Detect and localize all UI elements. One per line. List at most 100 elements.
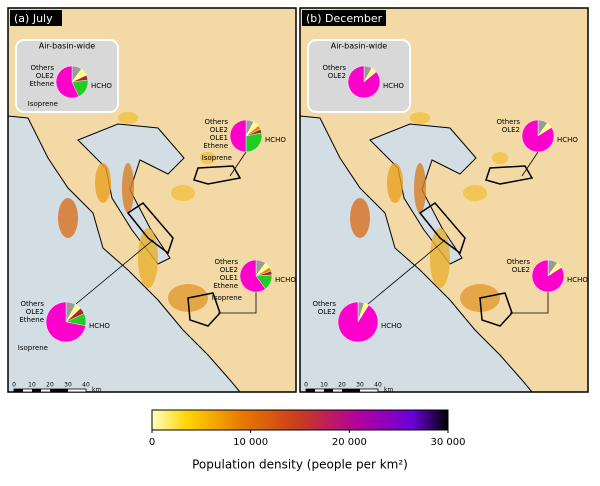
- slice-label: OLE2: [318, 308, 336, 316]
- slice-label: OLE2: [36, 72, 54, 80]
- slice-label: OLE2: [220, 266, 238, 274]
- urban-area: [387, 163, 403, 203]
- slice-label: OLE2: [512, 266, 530, 274]
- pie-slice: [229, 119, 247, 153]
- region-outline: [193, 165, 242, 185]
- pie-slice: [239, 259, 266, 293]
- panel-title: (a) July: [14, 12, 53, 25]
- slice-label: Others: [204, 118, 228, 126]
- colorbar-tick-label: 30 000: [431, 437, 466, 448]
- urban-area: [410, 112, 430, 124]
- scale-unit: km: [384, 387, 393, 394]
- slice-label: Others: [214, 258, 238, 266]
- urban-area: [118, 112, 138, 124]
- leader-line: [510, 292, 549, 314]
- slice-label: Others: [506, 258, 530, 266]
- slice-label: HCHO: [89, 322, 110, 330]
- region-outline: [418, 202, 466, 255]
- scale-bar-segment: [14, 389, 23, 392]
- region-outline: [485, 165, 534, 185]
- slice-label: OLE1: [210, 134, 228, 142]
- scale-bar-segment: [32, 389, 41, 392]
- slice-label: Others: [312, 300, 336, 308]
- pie-slice: [245, 132, 263, 153]
- panel-frame: [299, 7, 589, 393]
- slice-label: OLE2: [26, 308, 44, 316]
- slice-label: HCHO: [381, 322, 402, 330]
- slice-label: Isoprene: [18, 344, 48, 352]
- slice-label: Ethene: [29, 80, 54, 88]
- map-panel: Air-basin-wide(a) JulyOthersOLE2EtheneIs…: [7, 7, 297, 394]
- slice-label: Others: [20, 300, 44, 308]
- urban-area: [95, 163, 111, 203]
- scale-tick: 40: [82, 382, 90, 389]
- leader-line: [75, 239, 154, 305]
- colorbar-label: Population density (people per km²): [192, 458, 408, 472]
- slice-label: Others: [496, 118, 520, 126]
- urban-area: [492, 152, 508, 164]
- scale-bar-segment: [342, 389, 360, 392]
- slice-label: Isoprene: [202, 154, 232, 162]
- slice-label: Isoprene: [212, 294, 242, 302]
- urban-area: [138, 228, 158, 288]
- region-outline: [479, 292, 513, 327]
- slice-label: OLE2: [210, 126, 228, 134]
- scale-tick: 0: [12, 382, 16, 389]
- leader-line: [218, 292, 257, 314]
- pie-slice: [337, 301, 379, 343]
- scale-tick: 20: [338, 382, 346, 389]
- title-bg: [10, 10, 62, 26]
- panel-title: (b) December: [306, 12, 383, 25]
- scale-tick: 10: [320, 382, 328, 389]
- slice-label: Isoprene: [28, 100, 58, 108]
- slice-label: Ethene: [213, 282, 238, 290]
- slice-label: HCHO: [567, 276, 588, 284]
- panel-frame: [7, 7, 297, 393]
- pie-slice: [45, 301, 86, 343]
- scale-bar-segment: [50, 389, 68, 392]
- urban-area: [430, 228, 450, 288]
- colorbar-tick-label: 20 000: [332, 437, 367, 448]
- slice-label: Others: [30, 64, 54, 72]
- slice-label: OLE2: [328, 72, 346, 80]
- scale-tick: 20: [46, 382, 54, 389]
- slice-label: OLE1: [220, 274, 238, 282]
- urban-area: [200, 152, 216, 164]
- colorbar-tick-label: 10 000: [233, 437, 268, 448]
- urban-area: [463, 185, 487, 201]
- scale-bar-segment: [324, 389, 333, 392]
- slice-label: HCHO: [383, 82, 404, 90]
- leader-line: [521, 151, 539, 177]
- urban-area: [350, 198, 370, 238]
- pie-slice: [347, 65, 381, 99]
- leader-line: [367, 239, 446, 305]
- scale-tick: 10: [28, 382, 36, 389]
- leader-line: [229, 151, 247, 177]
- urban-area: [171, 185, 195, 201]
- scale-unit: km: [92, 387, 101, 394]
- slice-label: Ethene: [19, 316, 44, 324]
- pie-slice: [55, 65, 80, 99]
- slice-label: HCHO: [91, 82, 112, 90]
- scale-tick: 30: [64, 382, 72, 389]
- colorbar: [151, 409, 449, 431]
- slice-label: HCHO: [265, 136, 286, 144]
- scale-tick: 40: [374, 382, 382, 389]
- slice-label: HCHO: [557, 136, 578, 144]
- urban-area: [122, 163, 134, 213]
- slice-label: OLE2: [502, 126, 520, 134]
- region-outline: [187, 292, 221, 327]
- slice-label: HCHO: [275, 276, 296, 284]
- urban-area: [58, 198, 78, 238]
- slice-label: Ethene: [203, 142, 228, 150]
- pie-slice: [531, 259, 565, 293]
- scale-bar-segment: [306, 389, 315, 392]
- pie-slice: [521, 119, 555, 153]
- region-outline: [126, 202, 174, 255]
- colorbar-tick-label: 0: [149, 437, 155, 448]
- map-panel: Air-basin-wide(b) DecemberOthersOLE2HCHO…: [299, 7, 589, 394]
- urban-area: [414, 163, 426, 213]
- scale-tick: 30: [356, 382, 364, 389]
- basin-label: Air-basin-wide: [331, 42, 388, 51]
